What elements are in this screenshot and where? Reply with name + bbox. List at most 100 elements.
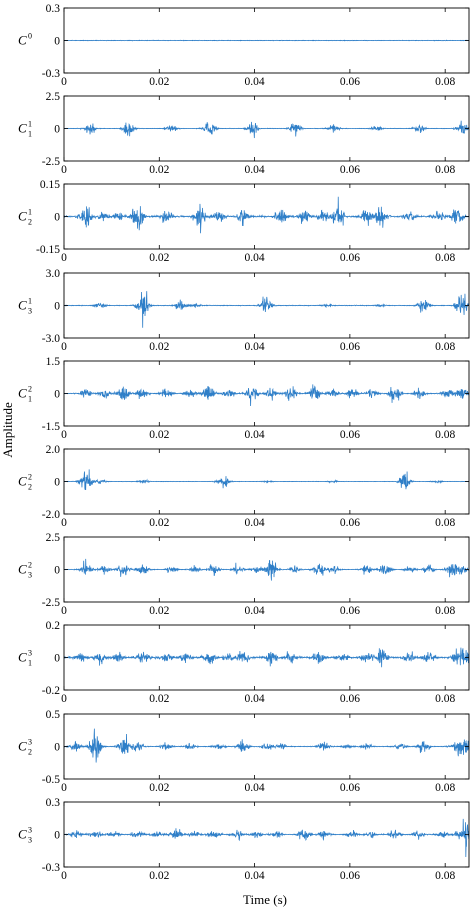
component-label-sup: 3 [28, 738, 32, 747]
x-tick-label: 0.04 [245, 870, 265, 882]
subplot-panel: 0 0.02 0.04 0.06 0.080.150-0.15C 12 [18, 179, 470, 264]
component-label-base: C [18, 121, 27, 136]
signal-line [63, 384, 470, 406]
y-axis-title: Amplitude [0, 402, 15, 458]
component-label: C 12 [18, 208, 32, 227]
x-tick-label: 0.06 [340, 252, 360, 264]
subplot-panel: 0 0.02 0.04 0.06 0.080.20-0.2C 31 [18, 620, 470, 705]
y-tick-label: 0 [54, 212, 60, 224]
component-label-base: C [18, 209, 27, 224]
subplot-panel: 0 0.02 0.04 0.06 0.080.30-0.3C 0 [18, 3, 470, 88]
x-tick-label: 0.04 [245, 76, 265, 88]
x-tick-label: 0.02 [149, 429, 169, 441]
x-tick-label: 0.08 [435, 605, 455, 617]
y-tick-label: 0 [54, 830, 60, 842]
signal-line [63, 469, 470, 491]
y-tick-label: 3.0 [46, 268, 61, 280]
y-tick-label: 0.3 [46, 797, 61, 809]
component-label-sup: 0 [28, 32, 32, 41]
x-tick-label: 0.04 [245, 693, 265, 705]
x-tick-label: 0 [61, 76, 67, 88]
component-label-base: C [18, 739, 27, 754]
subplot-panel: 0 0.02 0.04 0.06 0.080.30-0.3C 33 [18, 797, 470, 882]
x-tick-label: 0.02 [149, 517, 169, 529]
component-label-sup: 2 [28, 561, 32, 570]
component-label-sup: 3 [28, 649, 32, 658]
x-tick-label: 0.02 [149, 870, 169, 882]
y-tick-label: 0 [54, 124, 60, 136]
subplot-panel: 0 0.02 0.04 0.06 0.083.00-3.0C 13 [18, 268, 470, 353]
y-tick-label: 2.0 [46, 444, 61, 456]
component-label: C 22 [18, 473, 32, 492]
x-tick-label: 0.06 [340, 164, 360, 176]
component-label: C 33 [18, 826, 32, 845]
x-tick-label: 0.02 [149, 782, 169, 794]
component-label-sup: 2 [28, 385, 32, 394]
x-tick-label: 0.04 [245, 252, 265, 264]
x-tick-label: 0.08 [435, 429, 455, 441]
y-tick-label: 0.5 [46, 709, 61, 721]
signal-line [63, 818, 470, 857]
component-label-sub: 2 [28, 748, 32, 757]
x-tick-label: 0.08 [435, 870, 455, 882]
x-tick-label: 0.06 [340, 693, 360, 705]
signal-line [63, 728, 470, 763]
y-tick-label: 0 [54, 477, 60, 489]
signal-line [63, 39, 470, 42]
y-tick-label: 2.5 [46, 91, 61, 103]
x-tick-label: 0.08 [435, 76, 455, 88]
y-tick-label: -2.0 [42, 509, 60, 521]
x-tick-label: 0.08 [435, 693, 455, 705]
y-tick-label: -1.5 [42, 421, 60, 433]
component-label-sub: 1 [28, 130, 32, 139]
x-tick-label: 0.04 [245, 605, 265, 617]
component-label: C 13 [18, 297, 32, 316]
component-label-base: C [18, 386, 27, 401]
y-tick-label: -0.2 [42, 685, 60, 697]
component-label-base: C [18, 474, 27, 489]
component-label: C 11 [18, 120, 32, 139]
y-tick-label: 2.5 [46, 532, 61, 544]
x-axis-title: Time (s) [243, 892, 287, 907]
x-tick-label: 0.06 [340, 782, 360, 794]
x-tick-label: 0.06 [340, 870, 360, 882]
x-tick-label: 0.04 [245, 164, 265, 176]
x-tick-label: 0.02 [149, 605, 169, 617]
x-tick-label: 0.02 [149, 693, 169, 705]
y-tick-label: -0.3 [42, 862, 60, 874]
y-tick-label: 0 [54, 565, 60, 577]
component-label-sub: 2 [28, 218, 32, 227]
y-tick-label: 0.2 [46, 620, 61, 632]
component-label-sub: 2 [28, 483, 32, 492]
component-label-sup: 1 [28, 120, 32, 129]
x-tick-label: 0.04 [245, 341, 265, 353]
signal-line [63, 558, 470, 581]
subplot-panel: 0 0.02 0.04 0.06 0.082.00-2.0C 22 [18, 444, 470, 529]
y-tick-label: 0 [54, 653, 60, 665]
x-tick-label: 0.04 [245, 517, 265, 529]
component-label: C 21 [18, 385, 32, 404]
x-tick-label: 0 [61, 252, 67, 264]
signal-line [63, 196, 470, 234]
component-label-base: C [18, 650, 27, 665]
component-label-sub: 3 [28, 571, 32, 580]
x-tick-label: 0 [61, 870, 67, 882]
component-label-sub: 1 [28, 659, 32, 668]
x-tick-label: 0 [61, 164, 67, 176]
subplot-panel: 0 0.02 0.04 0.06 0.082.50-2.5C 11 [18, 91, 470, 176]
subplot-panel: 0 0.02 0.04 0.06 0.080.50-0.5C 32 [18, 709, 470, 794]
component-label: C 32 [18, 738, 32, 757]
x-tick-label: 0 [61, 517, 67, 529]
y-tick-label: -0.15 [36, 244, 60, 256]
x-tick-label: 0.06 [340, 76, 360, 88]
signal-line [63, 291, 470, 328]
x-tick-label: 0.08 [435, 252, 455, 264]
component-label-sup: 2 [28, 473, 32, 482]
component-label-base: C [18, 33, 27, 48]
y-tick-label: -2.5 [42, 597, 60, 609]
component-label-sub: 1 [28, 395, 32, 404]
y-tick-label: 0 [54, 36, 60, 48]
y-tick-label: 0.3 [46, 3, 61, 15]
